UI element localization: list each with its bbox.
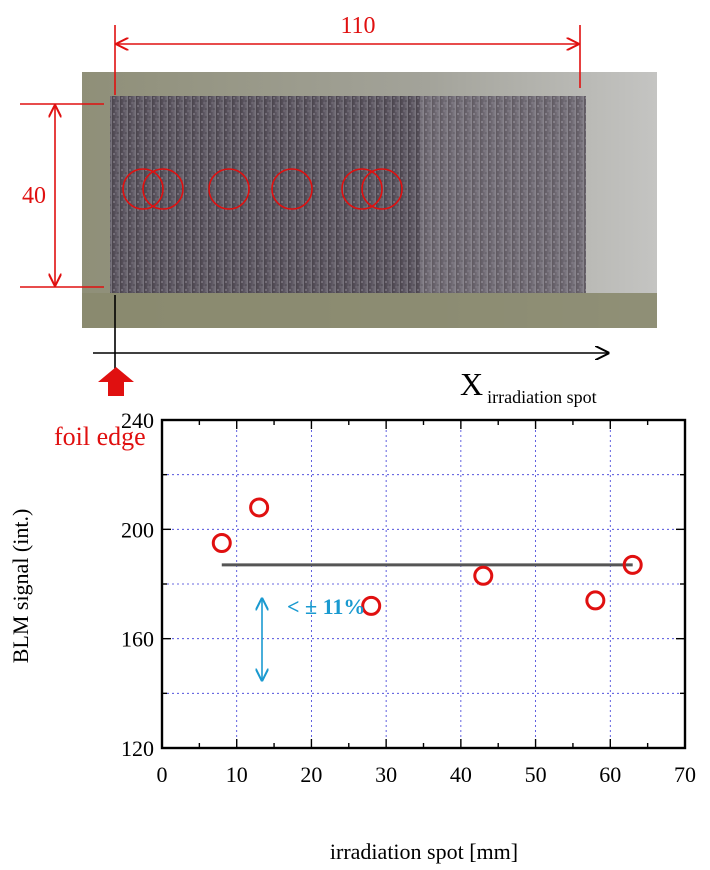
foil-edge-label: foil edge bbox=[54, 422, 146, 451]
height-label: 40 bbox=[22, 183, 46, 209]
x-tick-label: 0 bbox=[157, 762, 168, 787]
data-point bbox=[249, 497, 270, 518]
width-dimension bbox=[114, 25, 581, 95]
spot-marker bbox=[361, 168, 403, 210]
y-axis-label: BLM signal (int.) bbox=[8, 509, 33, 664]
foil-photo bbox=[82, 72, 657, 328]
data-point bbox=[361, 595, 382, 616]
width-label: 110 bbox=[340, 13, 375, 39]
scatter-chart: 0 10 20 30 40 50 60 70 120 160 200 240 BLM signal (… bbox=[8, 408, 696, 864]
x-tick-label: 10 bbox=[226, 762, 248, 787]
foil-edge-arrow-icon bbox=[98, 367, 134, 396]
axis-ticks bbox=[161, 419, 686, 749]
x-tick-label: 50 bbox=[525, 762, 547, 787]
spot-marker bbox=[142, 168, 184, 210]
data-point bbox=[473, 565, 494, 586]
foil-lower-shadow bbox=[82, 293, 657, 328]
x-tick-label: 40 bbox=[450, 762, 472, 787]
y-tick-label: 240 bbox=[121, 408, 154, 433]
x-label-main: X bbox=[460, 366, 483, 402]
irradiation-spot-markers bbox=[122, 168, 403, 210]
data-point bbox=[211, 533, 232, 553]
foil-plate bbox=[110, 96, 586, 293]
spot-marker bbox=[122, 168, 164, 210]
x-tick-label: 30 bbox=[375, 762, 397, 787]
x-tick-label: 20 bbox=[300, 762, 322, 787]
x-axis-label: irradiation spot [mm] bbox=[330, 839, 518, 864]
spot-marker bbox=[341, 168, 383, 210]
spot-marker bbox=[271, 168, 313, 210]
x-label-sub: irradiation spot bbox=[487, 387, 596, 407]
tick-labels: 0 10 20 30 40 50 60 70 120 160 200 240 bbox=[121, 408, 696, 787]
data-point bbox=[622, 554, 643, 575]
y-tick-label: 160 bbox=[121, 627, 154, 652]
data-point bbox=[585, 590, 606, 611]
height-dimension bbox=[20, 103, 104, 288]
x-tick-label: 70 bbox=[674, 762, 696, 787]
y-tick-label: 200 bbox=[121, 517, 154, 542]
foil-highlight bbox=[420, 96, 586, 293]
spot-marker bbox=[208, 168, 250, 210]
y-tick-label: 120 bbox=[121, 736, 154, 761]
x-tick-label: 60 bbox=[599, 762, 621, 787]
spread-annotation: < ± 11% bbox=[287, 594, 365, 619]
data-points bbox=[211, 497, 643, 616]
grid-lines bbox=[162, 420, 685, 748]
